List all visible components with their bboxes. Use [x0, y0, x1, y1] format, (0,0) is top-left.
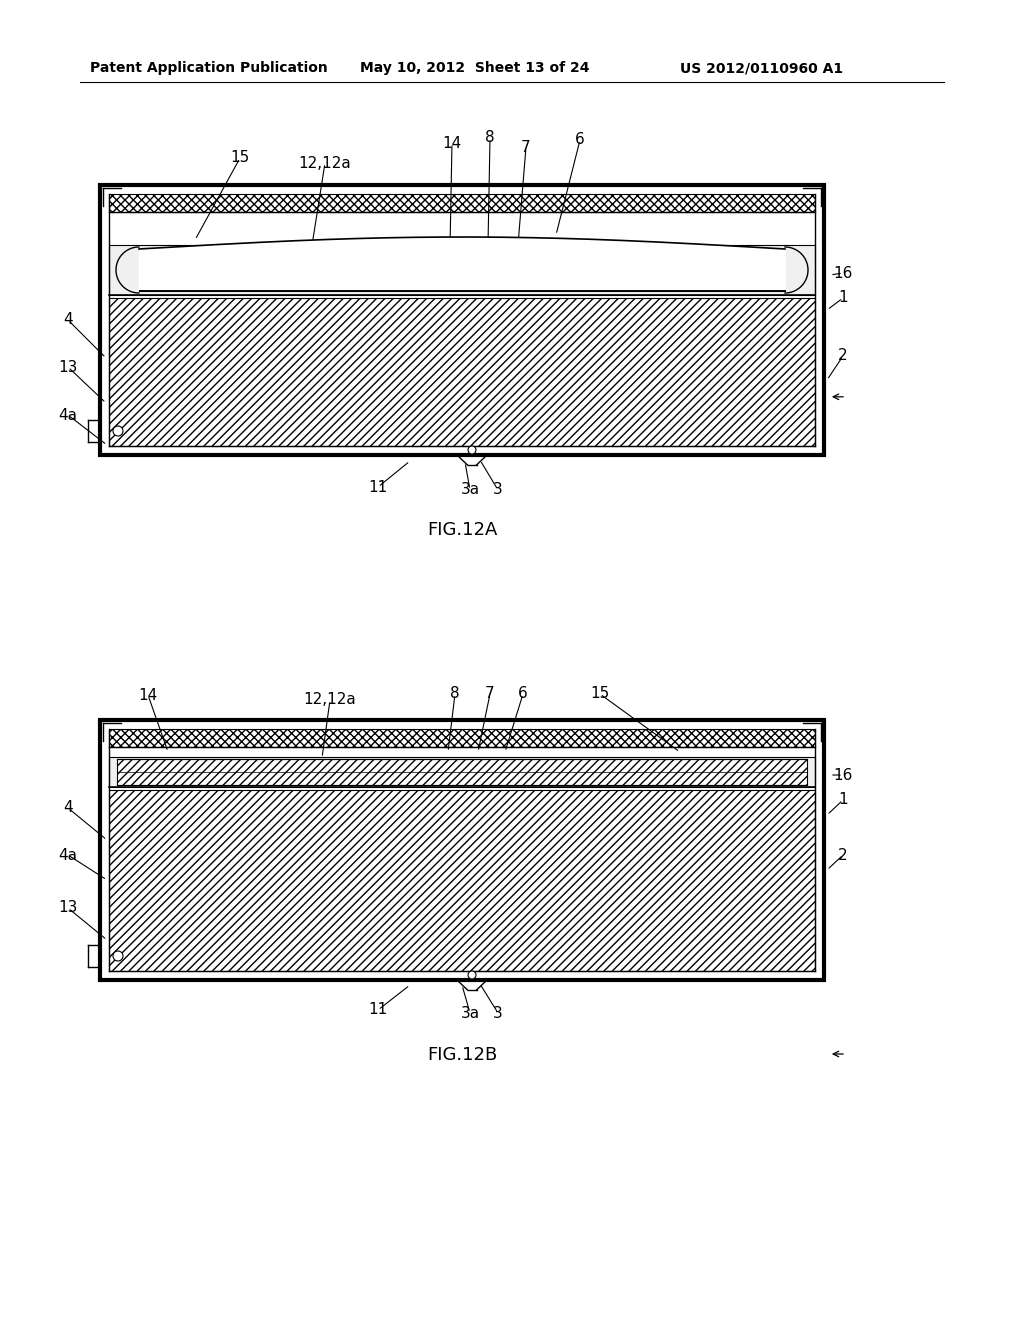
Text: 6: 6 — [575, 132, 585, 148]
Bar — [139, 247, 785, 293]
Bar — [109, 789, 815, 972]
Text: 4: 4 — [63, 313, 73, 327]
Bar — [100, 719, 824, 979]
Text: 4: 4 — [63, 800, 73, 816]
Text: 1: 1 — [839, 792, 848, 808]
Text: 3a: 3a — [461, 483, 479, 498]
Bar — [109, 729, 815, 747]
Bar — [109, 246, 815, 294]
Text: 14: 14 — [138, 688, 158, 702]
Text: 3: 3 — [494, 483, 503, 498]
Text: US 2012/0110960 A1: US 2012/0110960 A1 — [680, 61, 843, 75]
Bar — [109, 756, 815, 787]
Text: May 10, 2012  Sheet 13 of 24: May 10, 2012 Sheet 13 of 24 — [360, 61, 590, 75]
Text: 12,12a: 12,12a — [299, 156, 351, 170]
Text: 7: 7 — [485, 686, 495, 701]
Text: 3: 3 — [494, 1006, 503, 1020]
Text: Patent Application Publication: Patent Application Publication — [90, 61, 328, 75]
Bar — [109, 194, 815, 213]
Text: 7: 7 — [521, 140, 530, 154]
Text: 8: 8 — [451, 686, 460, 701]
Text: 3a: 3a — [461, 1006, 479, 1020]
Bar — [100, 185, 824, 455]
Bar — [109, 298, 815, 446]
Circle shape — [468, 972, 476, 979]
Text: 11: 11 — [369, 1002, 388, 1018]
Text: 11: 11 — [369, 479, 388, 495]
Text: 14: 14 — [442, 136, 462, 150]
Circle shape — [113, 426, 123, 436]
Text: 15: 15 — [591, 686, 609, 701]
Text: 1: 1 — [839, 290, 848, 305]
Text: 8: 8 — [485, 131, 495, 145]
Text: 15: 15 — [230, 150, 250, 165]
Circle shape — [468, 446, 476, 454]
Text: FIG.12A: FIG.12A — [427, 521, 498, 539]
Bar — [117, 759, 807, 785]
Text: 13: 13 — [58, 359, 78, 375]
Text: 16: 16 — [834, 767, 853, 783]
Text: 2: 2 — [839, 348, 848, 363]
Text: FIG.12B: FIG.12B — [427, 1045, 497, 1064]
Text: 4a: 4a — [58, 847, 78, 862]
Circle shape — [113, 950, 123, 961]
Text: 12,12a: 12,12a — [304, 693, 356, 708]
Text: 2: 2 — [839, 847, 848, 862]
Text: 13: 13 — [58, 900, 78, 916]
Text: 6: 6 — [518, 686, 528, 701]
Text: 4a: 4a — [58, 408, 78, 422]
Text: 16: 16 — [834, 265, 853, 281]
